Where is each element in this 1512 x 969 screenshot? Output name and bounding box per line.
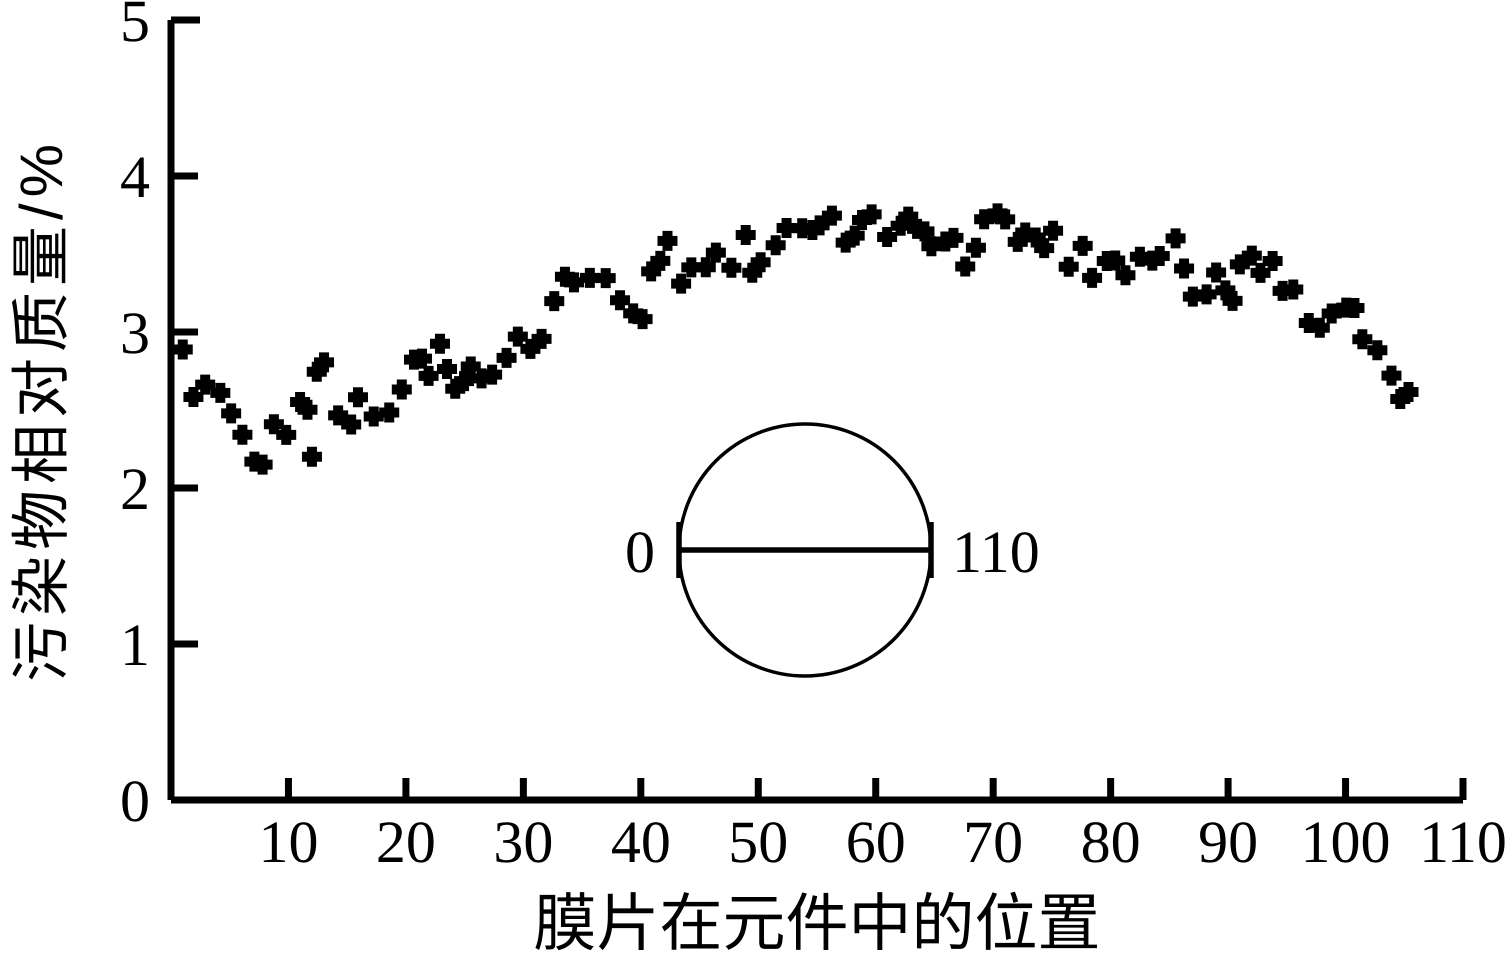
svg-text:50: 50 — [728, 809, 788, 875]
svg-text:110: 110 — [1419, 809, 1507, 875]
svg-text:30: 30 — [493, 809, 553, 875]
svg-text:5: 5 — [120, 0, 150, 54]
svg-text:4: 4 — [120, 144, 150, 210]
svg-text:0: 0 — [120, 768, 150, 834]
svg-text:70: 70 — [963, 809, 1023, 875]
svg-text:110: 110 — [952, 519, 1040, 585]
svg-text:40: 40 — [611, 809, 671, 875]
svg-text:80: 80 — [1081, 809, 1141, 875]
svg-text:污染物相对质量/%: 污染物相对质量/% — [8, 138, 75, 682]
svg-text:1: 1 — [120, 612, 150, 678]
svg-text:膜片在元件中的位置: 膜片在元件中的位置 — [534, 889, 1101, 959]
svg-text:60: 60 — [846, 809, 906, 875]
svg-text:100: 100 — [1301, 809, 1391, 875]
svg-text:90: 90 — [1198, 809, 1258, 875]
svg-text:10: 10 — [258, 809, 318, 875]
svg-text:0: 0 — [625, 519, 655, 585]
svg-text:3: 3 — [120, 300, 150, 366]
svg-text:20: 20 — [376, 809, 436, 875]
svg-text:2: 2 — [120, 456, 150, 522]
